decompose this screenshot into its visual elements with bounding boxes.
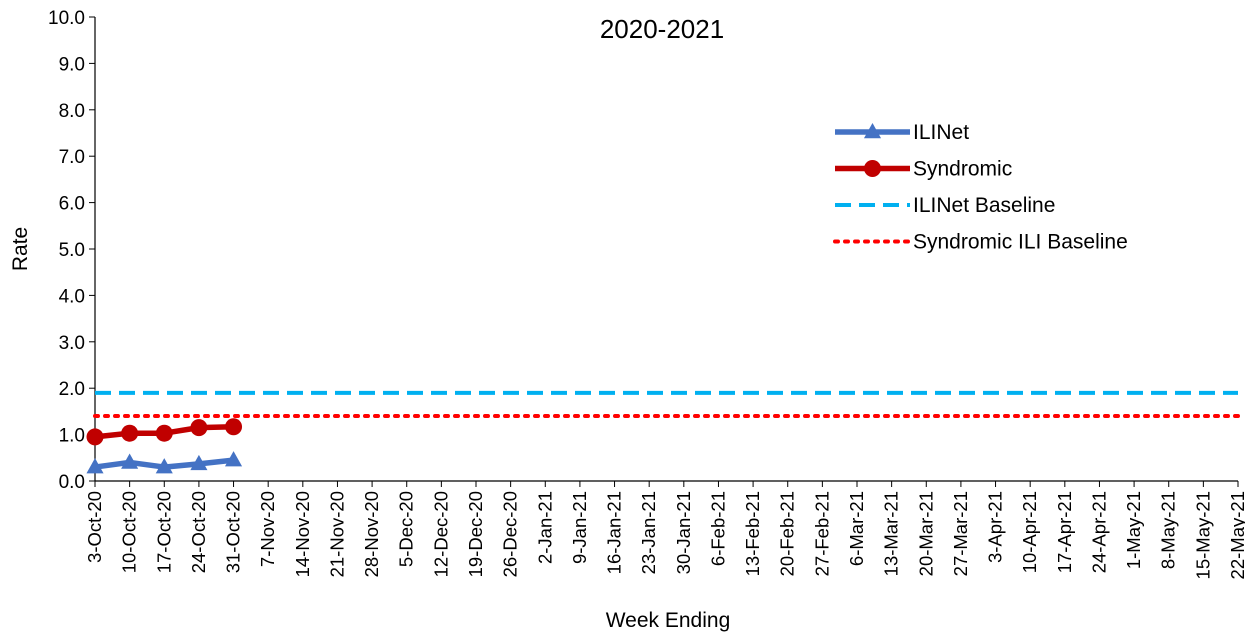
legend-label: ILINet bbox=[913, 121, 969, 144]
data-point-syndromic bbox=[121, 424, 139, 442]
x-tick-label: 6-Mar-21 bbox=[846, 491, 867, 566]
data-point-ilinet bbox=[224, 451, 243, 467]
legend-item-syndromic-ili-baseline: Syndromic ILI Baseline bbox=[833, 231, 1128, 254]
data-point-syndromic bbox=[225, 418, 243, 436]
x-tick-label: 20-Feb-21 bbox=[777, 491, 798, 576]
x-tick-label: 22-May-21 bbox=[1227, 491, 1245, 579]
y-tick-label: 9.0 bbox=[59, 54, 85, 75]
x-tick-label: 19-Dec-20 bbox=[465, 491, 486, 577]
x-tick-label: 30-Jan-21 bbox=[673, 491, 694, 574]
x-tick-label: 28-Nov-20 bbox=[361, 491, 382, 577]
x-tick-label: 3-Apr-21 bbox=[985, 491, 1006, 563]
legend-marker bbox=[863, 123, 882, 139]
data-point-syndromic bbox=[86, 428, 104, 446]
y-tick-label: 3.0 bbox=[59, 333, 85, 354]
data-point-ilinet bbox=[121, 453, 139, 469]
x-tick-label: 12-Dec-20 bbox=[430, 491, 451, 577]
chart-subtitle: 2020-2021 bbox=[600, 14, 724, 44]
y-tick-label: 4.0 bbox=[59, 286, 85, 307]
x-tick-label: 17-Apr-21 bbox=[1054, 491, 1075, 573]
x-tick-label: 7-Nov-20 bbox=[257, 491, 278, 567]
data-point-syndromic bbox=[155, 424, 173, 442]
y-axis-label: Rate bbox=[9, 227, 32, 271]
x-tick-label: 24-Apr-21 bbox=[1088, 491, 1109, 573]
y-tick-label: 2.0 bbox=[59, 379, 85, 400]
data-point-ilinet bbox=[190, 454, 208, 471]
x-tick-label: 8-May-21 bbox=[1158, 491, 1179, 569]
y-tick-label: 1.0 bbox=[59, 426, 85, 447]
x-axis-label: Week Ending bbox=[606, 609, 731, 632]
data-point-syndromic bbox=[190, 419, 208, 437]
x-tick-label: 23-Jan-21 bbox=[638, 491, 659, 574]
legend-item-syndromic: Syndromic bbox=[835, 158, 1012, 181]
series-layer bbox=[86, 390, 1240, 474]
x-tick-label: 13-Feb-21 bbox=[742, 491, 763, 576]
x-tick-label: 1-May-21 bbox=[1123, 491, 1144, 569]
legend-item-ilinet-baseline: ILINet Baseline bbox=[835, 194, 1055, 217]
x-tick-label: 10-Oct-20 bbox=[119, 491, 140, 573]
x-tick-label: 24-Oct-20 bbox=[188, 491, 209, 573]
y-tick-label: 0.0 bbox=[59, 472, 85, 493]
data-point-ilinet bbox=[86, 458, 104, 474]
legend-label: Syndromic ILI Baseline bbox=[913, 231, 1128, 254]
x-tick-label: 27-Feb-21 bbox=[811, 491, 832, 576]
x-tick-label: 9-Jan-21 bbox=[569, 491, 590, 564]
legend-label: Syndromic bbox=[913, 158, 1012, 181]
legend-marker bbox=[864, 160, 881, 177]
y-tick-label: 7.0 bbox=[59, 147, 85, 168]
x-tick-label: 20-Mar-21 bbox=[915, 491, 936, 576]
series-syndromic bbox=[86, 418, 243, 446]
y-tick-label: 10.0 bbox=[48, 8, 85, 29]
x-tick-label: 13-Mar-21 bbox=[881, 491, 902, 576]
x-tick-label: 16-Jan-21 bbox=[604, 491, 625, 574]
x-tick-label: 3-Oct-20 bbox=[84, 491, 105, 563]
y-tick-label: 6.0 bbox=[59, 194, 85, 215]
data-point-ilinet bbox=[155, 458, 173, 474]
x-tick-label: 15-May-21 bbox=[1192, 491, 1213, 579]
x-tick-label: 14-Nov-20 bbox=[292, 491, 313, 577]
x-tick-label: 17-Oct-20 bbox=[153, 491, 174, 573]
x-tick-label: 21-Nov-20 bbox=[326, 491, 347, 577]
x-tick-label: 31-Oct-20 bbox=[223, 491, 244, 573]
ticks: 0.0 1.0 2.0 3.0 4.0 5.0 6.0 7.0 8.0 9.0 10.0 3-Oct-… bbox=[48, 8, 1245, 579]
x-tick-label: 5-Dec-20 bbox=[396, 491, 417, 567]
legend-label: ILINet Baseline bbox=[913, 194, 1055, 217]
x-tick-label: 6-Feb-21 bbox=[707, 491, 728, 566]
x-tick-label: 27-Mar-21 bbox=[950, 491, 971, 576]
legend: ILINet Syndromic ILINet Baseline Syndromic … bbox=[833, 121, 1128, 254]
y-tick-label: 8.0 bbox=[59, 101, 85, 122]
series-ilinet bbox=[86, 451, 243, 474]
x-tick-label: 26-Dec-20 bbox=[500, 491, 521, 577]
x-tick-label: 2-Jan-21 bbox=[534, 491, 555, 564]
legend-item-ilinet: ILINet bbox=[835, 121, 969, 144]
x-tick-label: 10-Apr-21 bbox=[1019, 491, 1040, 573]
y-tick-label: 5.0 bbox=[59, 240, 85, 261]
